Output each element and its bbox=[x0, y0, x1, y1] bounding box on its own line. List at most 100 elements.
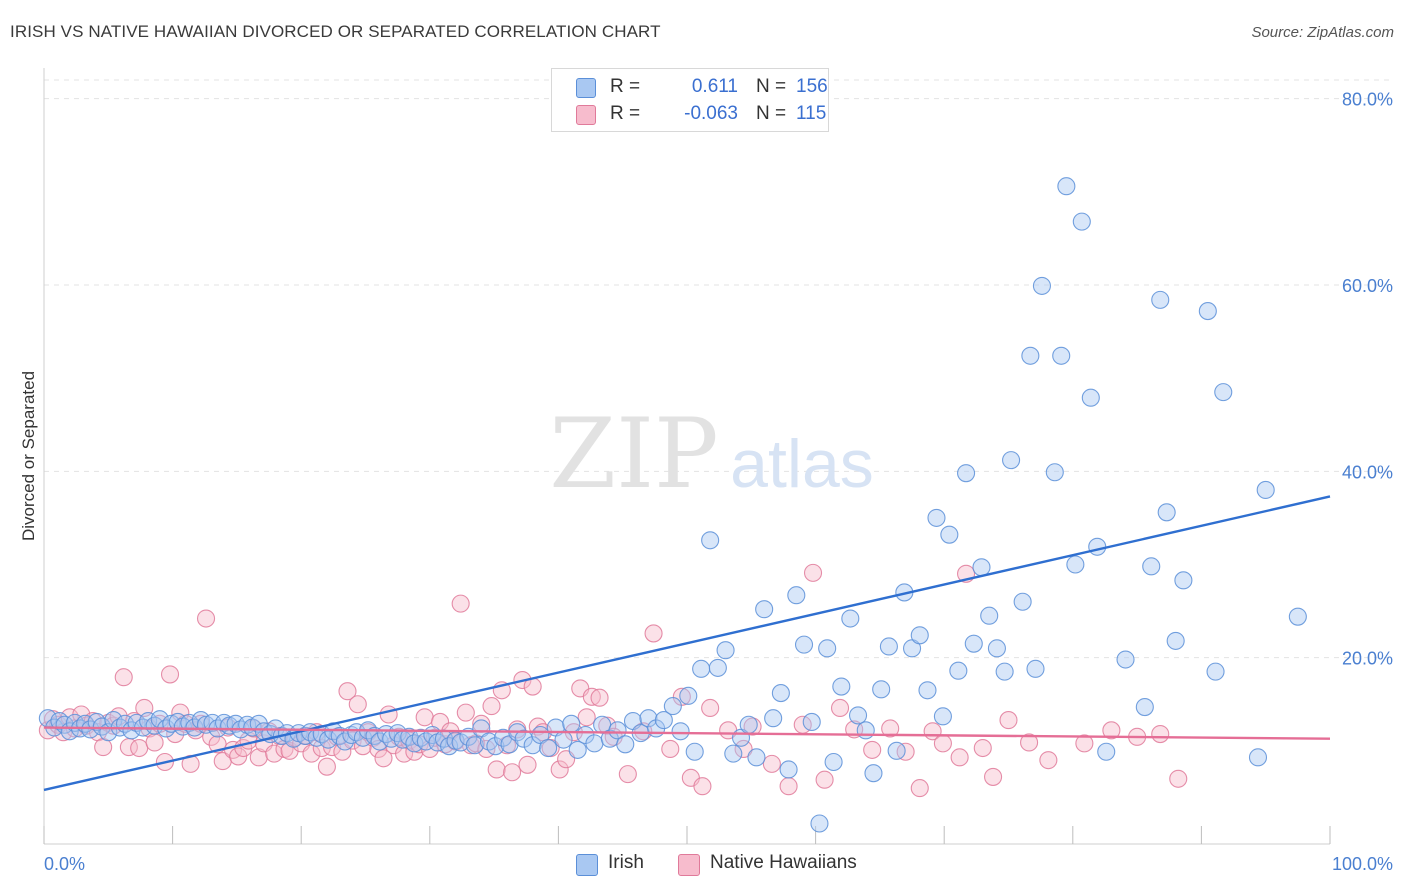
series-legend: Irish Native Hawaiians bbox=[0, 852, 1406, 878]
data-point bbox=[701, 698, 720, 718]
data-point bbox=[348, 695, 367, 714]
data-point bbox=[249, 748, 268, 767]
data-point bbox=[539, 738, 558, 758]
data-point bbox=[762, 754, 781, 773]
data-point bbox=[338, 682, 357, 701]
data-point bbox=[562, 714, 581, 733]
x-tick-label: 100.0% bbox=[1332, 854, 1393, 874]
data-point bbox=[910, 779, 929, 798]
data-point bbox=[487, 760, 506, 779]
data-point bbox=[494, 728, 513, 747]
legend-swatch-native-hawaiians bbox=[576, 105, 596, 125]
data-point bbox=[1066, 555, 1085, 574]
data-point bbox=[815, 770, 834, 789]
data-point bbox=[802, 712, 821, 731]
data-point bbox=[1288, 607, 1307, 626]
data-point bbox=[824, 752, 843, 772]
data-point bbox=[1169, 769, 1188, 788]
gridlines bbox=[44, 79, 1392, 659]
data-point bbox=[771, 684, 790, 703]
data-point bbox=[1248, 748, 1268, 767]
data-point bbox=[1166, 631, 1185, 650]
data-point bbox=[734, 739, 753, 759]
x-tick-label: 0.0% bbox=[44, 854, 85, 874]
data-point bbox=[856, 721, 875, 740]
trend-line-irish bbox=[43, 495, 1331, 792]
data-point bbox=[661, 739, 680, 759]
data-point bbox=[724, 744, 743, 763]
data-point bbox=[896, 742, 915, 761]
data-point bbox=[1072, 212, 1091, 231]
data-point bbox=[692, 659, 711, 678]
data-point bbox=[114, 668, 133, 687]
data-point bbox=[1088, 537, 1107, 556]
data-point bbox=[81, 720, 100, 739]
legend-n-label: N = bbox=[756, 76, 787, 97]
legend-label-native-hawaiians: Native Hawaiians bbox=[710, 852, 857, 873]
data-point bbox=[451, 594, 470, 613]
data-point bbox=[644, 624, 663, 643]
data-point bbox=[370, 732, 389, 751]
data-point bbox=[265, 744, 284, 763]
legend-swatch-native-hawaiians bbox=[678, 854, 700, 876]
data-point bbox=[980, 606, 999, 625]
data-point bbox=[379, 705, 398, 724]
data-point bbox=[1002, 451, 1021, 470]
data-point bbox=[1198, 302, 1217, 321]
data-point bbox=[848, 706, 868, 725]
data-point bbox=[716, 641, 735, 660]
data-point bbox=[818, 639, 837, 658]
data-point bbox=[1020, 733, 1039, 752]
data-point bbox=[685, 742, 704, 761]
data-point bbox=[841, 609, 860, 628]
data-point bbox=[832, 677, 851, 696]
data-point bbox=[1013, 592, 1032, 611]
series-irish-points bbox=[38, 177, 1307, 833]
data-point bbox=[1174, 571, 1193, 590]
data-point bbox=[582, 687, 601, 706]
data-point bbox=[910, 626, 929, 645]
data-point bbox=[1135, 697, 1154, 717]
data-point bbox=[456, 703, 475, 722]
data-point bbox=[995, 662, 1014, 681]
data-point bbox=[755, 600, 774, 619]
data-point bbox=[918, 681, 937, 700]
legend-r-label: R = bbox=[610, 103, 641, 124]
data-point bbox=[803, 563, 823, 582]
data-point bbox=[554, 730, 573, 749]
data-point bbox=[879, 637, 898, 656]
data-point bbox=[949, 661, 968, 680]
data-point bbox=[708, 658, 727, 677]
data-point bbox=[503, 763, 522, 782]
data-point bbox=[701, 531, 720, 550]
trend-lines bbox=[43, 495, 1331, 792]
data-point bbox=[333, 742, 352, 761]
data-point bbox=[764, 709, 783, 728]
data-point bbox=[671, 722, 690, 741]
data-point bbox=[1045, 463, 1064, 482]
data-point bbox=[864, 764, 883, 783]
data-point bbox=[927, 508, 946, 527]
legend-r-label: R = bbox=[610, 76, 641, 97]
data-point bbox=[872, 680, 891, 699]
data-point bbox=[1102, 721, 1121, 740]
data-point bbox=[1256, 480, 1275, 500]
data-point bbox=[972, 558, 991, 577]
data-point bbox=[568, 740, 587, 759]
data-point bbox=[940, 525, 959, 544]
data-point bbox=[693, 777, 712, 796]
data-point bbox=[1142, 557, 1161, 576]
legend-swatch-irish bbox=[576, 78, 596, 98]
data-point bbox=[550, 760, 569, 779]
data-point bbox=[787, 586, 806, 605]
data-point bbox=[160, 665, 180, 684]
data-point bbox=[1039, 751, 1058, 770]
data-point bbox=[679, 686, 698, 705]
data-point bbox=[1151, 290, 1170, 309]
legend-r-value: -0.063 bbox=[684, 103, 738, 124]
data-point bbox=[479, 732, 499, 751]
data-point bbox=[830, 698, 850, 718]
watermark-zip: ZIP bbox=[549, 398, 718, 510]
data-point bbox=[1206, 662, 1225, 681]
